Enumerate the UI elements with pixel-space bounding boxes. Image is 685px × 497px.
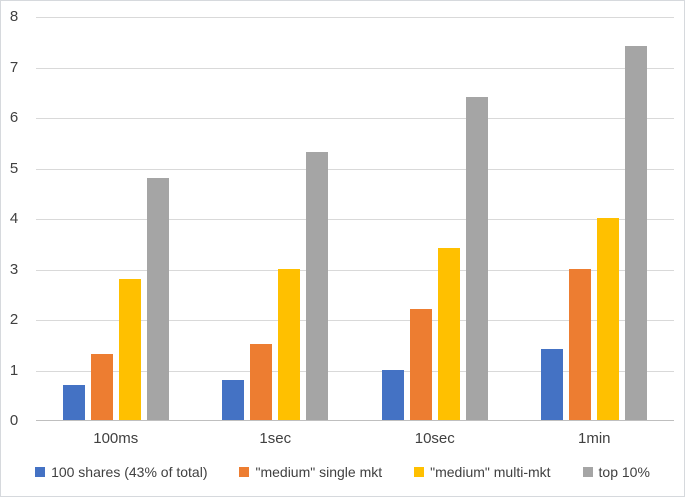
legend-label: top 10% [598, 464, 650, 480]
bar-1min-medium-multi-mkt [597, 218, 620, 420]
bar-1sec-medium-single-mkt [250, 344, 273, 420]
bar-10sec-medium-multi-mkt [437, 248, 460, 420]
legend-swatch-icon [239, 467, 250, 477]
legend-label: 100 shares (43% of total) [51, 464, 208, 480]
y-tick-label-1: 1 [9, 361, 19, 379]
gridline-y5 [36, 168, 674, 170]
bar-1sec-medium-multi-mkt [278, 268, 301, 420]
bar-1sec-top-10% [306, 152, 329, 420]
x-tick-label-100ms: 100ms [93, 430, 139, 447]
plot-area [36, 17, 674, 421]
y-tick-label-6: 6 [9, 109, 19, 126]
legend-swatch-icon [414, 467, 425, 477]
bar-1min-100-shares-43%-of-total [541, 349, 564, 420]
legend-item-medium-multi-mkt: "medium" multi-mkt [414, 464, 551, 480]
x-tick-label-1sec: 1sec [259, 430, 292, 447]
legend-label: "medium" single mkt [255, 464, 383, 480]
legend-item-medium-single-mkt: "medium" single mkt [239, 464, 382, 480]
legend-swatch-icon [35, 467, 46, 477]
gridline-y6 [36, 118, 674, 119]
legend-item-100-shares-43%-of-total: 100 shares (43% of total) [35, 464, 207, 480]
bar-10sec-100-shares-43%-of-total [381, 369, 404, 420]
y-tick-label-5: 5 [9, 159, 19, 177]
legend-label: "medium" multi-mkt [430, 464, 551, 480]
legend-item-top-10%: top 10% [582, 464, 650, 480]
bar-100ms-100-shares-43%-of-total [62, 384, 85, 420]
x-tick-label-10sec: 10sec [414, 430, 455, 447]
bar-1min-medium-single-mkt [569, 268, 592, 420]
x-axis-line [36, 420, 674, 421]
gridline-y2 [36, 320, 674, 321]
bar-100ms-medium-single-mkt [90, 354, 113, 420]
y-tick-label-4: 4 [9, 210, 19, 227]
gridline-y4 [36, 219, 674, 220]
bar-100ms-medium-multi-mkt [118, 278, 141, 420]
legend-swatch-icon [582, 467, 593, 477]
y-tick-label-0: 0 [9, 412, 19, 429]
bar-100ms-top-10% [146, 177, 169, 420]
gridline-y7 [36, 67, 674, 69]
legend: 100 shares (43% of total) "medium" single… [1, 464, 684, 480]
gridline-y8 [36, 17, 674, 18]
bar-10sec-top-10% [465, 96, 488, 420]
y-tick-label-3: 3 [9, 260, 19, 278]
bar-10sec-medium-single-mkt [409, 308, 432, 420]
bar-1sec-100-shares-43%-of-total [222, 379, 245, 420]
y-tick-label-8: 8 [9, 8, 19, 25]
y-tick-label-2: 2 [9, 311, 19, 328]
gridline-y1 [36, 370, 674, 372]
gridline-y3 [36, 269, 674, 271]
bar-1min-top-10% [625, 46, 648, 420]
y-tick-label-7: 7 [9, 58, 19, 76]
x-tick-label-1min: 1min [577, 430, 611, 447]
